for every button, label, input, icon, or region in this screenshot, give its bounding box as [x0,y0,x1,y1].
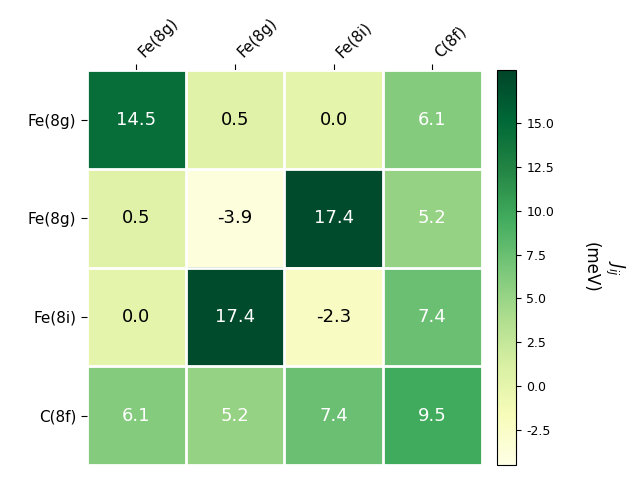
Text: 17.4: 17.4 [314,209,354,228]
Text: 5.2: 5.2 [221,407,250,425]
Text: 0.0: 0.0 [122,308,150,326]
Text: 6.1: 6.1 [418,111,447,129]
Text: 14.5: 14.5 [116,111,156,129]
Text: -3.9: -3.9 [218,209,253,228]
Text: 0.5: 0.5 [122,209,150,228]
Text: 9.5: 9.5 [418,407,447,425]
Text: 6.1: 6.1 [122,407,150,425]
Y-axis label: $J_{ij}$
(meV): $J_{ij}$ (meV) [582,242,626,293]
Text: 7.4: 7.4 [418,308,447,326]
Text: 7.4: 7.4 [319,407,348,425]
Text: -2.3: -2.3 [316,308,351,326]
Text: 17.4: 17.4 [215,308,255,326]
Text: 0.0: 0.0 [319,111,348,129]
Text: 5.2: 5.2 [418,209,447,228]
Text: 0.5: 0.5 [221,111,249,129]
